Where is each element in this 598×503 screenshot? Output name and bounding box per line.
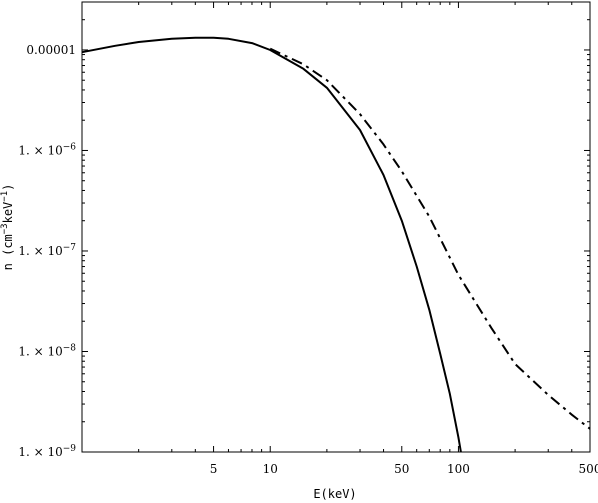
x-tick-label: 500 [579, 462, 598, 476]
x-axis-label: E(keV) [313, 487, 356, 501]
y-axis-label-exp1: −3 [0, 223, 10, 234]
y-tick-label-mantissa: 1. × 10 [18, 344, 62, 358]
y-tick-label-exponent: −7 [63, 243, 77, 253]
y-axis-label: n (cm−3keV−1) [0, 184, 15, 271]
series-line-dashdot [269, 47, 591, 430]
y-tick-label: 1. × 10−9 [18, 444, 76, 459]
y-tick-label: 1. × 10−7 [18, 243, 76, 258]
x-tick-label: 10 [263, 462, 278, 476]
plot-frame [81, 1, 591, 453]
series-group [81, 36, 591, 453]
y-tick-label-mantissa: 1. × 10 [18, 244, 62, 258]
y-axis-label-exp2: −1 [0, 191, 10, 202]
y-tick-label-mantissa: 1. × 10 [18, 445, 62, 459]
y-tick-label: 0.00001 [26, 43, 76, 57]
x-tick-label: 100 [447, 462, 470, 476]
y-axis-label-part2: keV [1, 202, 15, 224]
y-tick-label: 1. × 10−8 [18, 343, 76, 358]
y-tick-label-exponent: −9 [63, 444, 77, 454]
y-axis-label-part1: n (cm [1, 234, 15, 270]
x-tick-label: 5 [210, 462, 218, 476]
y-axis-label-close: ) [1, 184, 15, 191]
y-tick-label-exponent: −8 [63, 343, 77, 353]
series-line-solid [81, 36, 462, 453]
y-tick-label-exponent: −6 [63, 142, 77, 152]
x-tick-label: 50 [394, 462, 409, 476]
y-tick-label-mantissa: 1. × 10 [18, 143, 62, 157]
y-tick-label: 1. × 10−6 [18, 142, 76, 157]
